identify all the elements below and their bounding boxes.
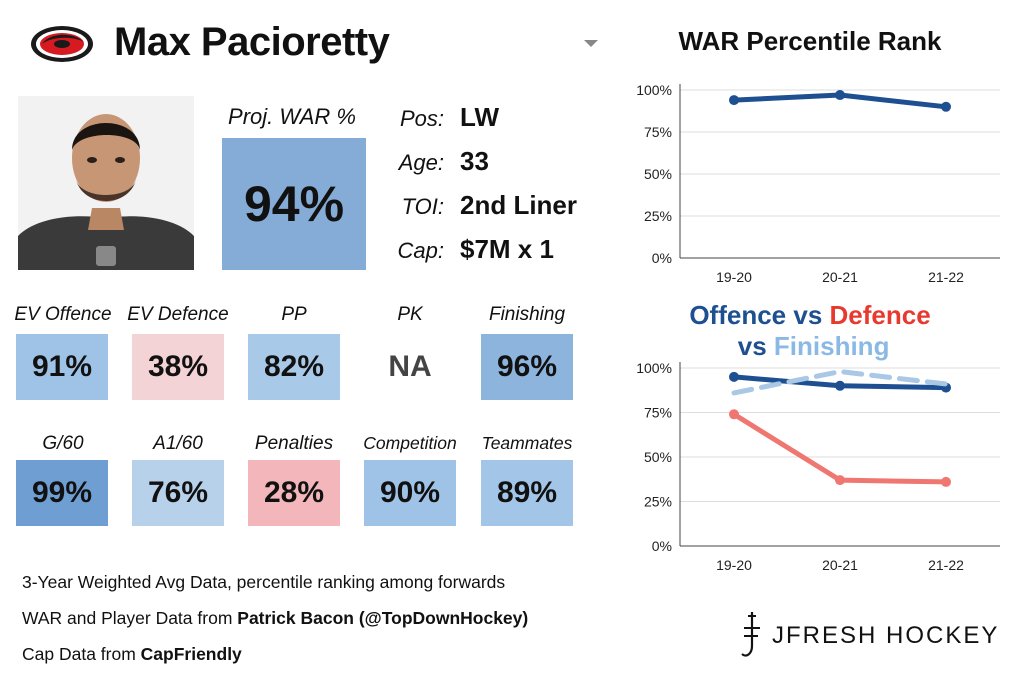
info-value-cap: $7M x 1 xyxy=(460,234,554,264)
info-value-toi: 2nd Liner xyxy=(460,190,578,220)
info-value-age: 33 xyxy=(460,146,489,176)
chart1-ytick-label: 75% xyxy=(644,124,672,140)
brand-name: JFRESH HOCKEY xyxy=(772,622,1000,649)
footer-war-prefix: WAR and Player Data from xyxy=(22,608,238,628)
chart2-ytick-label: 100% xyxy=(636,360,672,376)
stat-box-finishing: 96% xyxy=(481,334,573,400)
stat-value-pp: 82% xyxy=(263,350,325,383)
info-value-pos: LW xyxy=(460,102,499,132)
footer-war-source: WAR and Player Data from Patrick Bacon (… xyxy=(22,608,528,629)
chart1-xtick-label: 21-22 xyxy=(928,269,964,285)
offence-defence-finishing-chart: 0% 25% 50% 75% 100% 19-20 20-21 21-22 xyxy=(636,360,1000,573)
chart2-xtick-label: 20-21 xyxy=(822,557,858,573)
player-headshot-icon xyxy=(18,96,194,270)
chart2-point-offence xyxy=(729,371,739,382)
chart2-ytick-label: 50% xyxy=(644,449,672,465)
chart2-series-line-defence xyxy=(731,411,949,485)
chart1-xtick-label: 20-21 xyxy=(822,269,858,285)
stat-label-g60: G/60 xyxy=(42,433,84,454)
info-label-cap: Cap: xyxy=(397,238,444,263)
stat-label-penalties: Penalties xyxy=(254,433,334,454)
war-label: Proj. WAR % xyxy=(228,104,356,129)
chart2-point-defence xyxy=(835,475,845,486)
chart2-title-vs1: vs xyxy=(786,300,830,330)
stat-label-a160: A1/60 xyxy=(153,433,203,454)
chart1-ytick-label: 100% xyxy=(636,82,672,98)
stat-label-finishing: Finishing xyxy=(488,304,566,325)
stat-box-ev-offence: 91% xyxy=(16,334,108,400)
war-value-box: 94% xyxy=(222,138,366,270)
war-value: 94% xyxy=(243,176,345,232)
stat-label-pp: PP xyxy=(281,304,307,325)
stat-value-pk: NA xyxy=(388,350,432,383)
stat-value-competition: 90% xyxy=(379,476,441,509)
chart1-ytick-label: 0% xyxy=(652,250,672,266)
stat-value-ev-offence: 91% xyxy=(31,350,93,383)
info-label-pos: Pos: xyxy=(399,106,444,131)
stat-value-g60: 99% xyxy=(31,476,93,509)
stat-box-a160: 76% xyxy=(132,460,224,526)
footer-war-source-name: Patrick Bacon (@TopDownHockey) xyxy=(237,608,529,628)
chart2-title-offence: Offence xyxy=(689,300,787,330)
stat-label-pk: PK xyxy=(397,304,423,325)
war-percentile-chart: 0% 25% 50% 75% 100% 19-20 20-21 21-22 xyxy=(636,82,1000,285)
chart1-title: WAR Percentile Rank xyxy=(678,26,942,56)
chart2-xtick-label: 21-22 xyxy=(928,557,964,573)
stat-box-competition: 90% xyxy=(364,460,456,526)
chart2-point-defence xyxy=(729,409,739,420)
footer-note: 3-Year Weighted Avg Data, percentile ran… xyxy=(22,572,506,592)
chart1-ytick-label: 50% xyxy=(644,166,672,182)
chart1-ytick-label: 25% xyxy=(644,208,672,224)
chart2-point-defence xyxy=(941,476,951,487)
chart1-point-0 xyxy=(941,101,951,112)
chart2-ytick-label: 25% xyxy=(644,494,672,510)
chart2-ytick-label: 0% xyxy=(652,538,672,554)
stat-label-ev-offence: EV Offence xyxy=(14,304,112,325)
chevron-down-icon[interactable] xyxy=(584,40,598,47)
stat-label-ev-defence: EV Defence xyxy=(127,304,229,325)
chart2-title-vs2: vs xyxy=(730,331,774,361)
stat-label-teammates: Teammates xyxy=(481,433,573,453)
chart2-point-offence xyxy=(835,380,845,391)
stat-value-a160: 76% xyxy=(147,476,209,509)
player-photo xyxy=(18,96,194,270)
hurricanes-logo-icon xyxy=(31,26,93,62)
chart2-ytick-label: 75% xyxy=(644,405,672,421)
stat-box-pp: 82% xyxy=(248,334,340,400)
stat-value-ev-defence: 38% xyxy=(147,350,209,383)
chart2-title-defence: Defence xyxy=(829,300,931,330)
chart1-xtick-label: 19-20 xyxy=(716,269,752,285)
player-name: Max Pacioretty xyxy=(114,20,390,64)
stat-box-penalties: 28% xyxy=(248,460,340,526)
info-label-age: Age: xyxy=(398,150,444,175)
stat-box-pk: NA xyxy=(364,334,456,400)
stat-label-competition: Competition xyxy=(363,433,457,453)
chart2-series-line-finishing xyxy=(731,369,949,396)
stat-box-ev-defence: 38% xyxy=(132,334,224,400)
stat-value-teammates: 89% xyxy=(496,476,558,509)
stat-value-finishing: 96% xyxy=(496,350,558,383)
chart1-point-0 xyxy=(729,95,739,106)
chart2-title-finishing: Finishing xyxy=(773,331,890,361)
footer-cap-source: Cap Data from CapFriendly xyxy=(22,644,242,665)
stat-box-teammates: 89% xyxy=(481,460,573,526)
footer-cap-prefix: Cap Data from xyxy=(22,644,141,664)
chart1-point-0 xyxy=(835,90,845,101)
info-label-toi: TOI: xyxy=(401,194,444,219)
jfresh-logo-icon xyxy=(741,612,760,657)
chart2-xtick-label: 19-20 xyxy=(716,557,752,573)
stat-value-penalties: 28% xyxy=(263,476,325,509)
stat-box-g60: 99% xyxy=(16,460,108,526)
chart2-title: Offence vs Defence vs Finishing xyxy=(610,300,1010,362)
footer-cap-source-name: CapFriendly xyxy=(140,644,242,664)
